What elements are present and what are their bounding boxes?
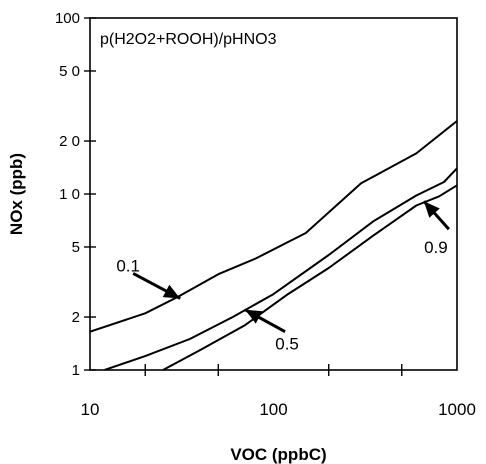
x-tick-label: 1000 [438, 400, 476, 419]
x-axis: 10 100 1000 [81, 364, 476, 419]
y-tick-label: 5 [72, 239, 80, 256]
curve-label-0.1: 0.1 [116, 256, 140, 275]
chart-title: p(H2O2+ROOH)/pHNO3 [100, 31, 277, 48]
x-tick-label: 10 [81, 400, 100, 419]
plot-area-border [89, 17, 458, 371]
curve-label-0.9: 0.9 [424, 238, 448, 257]
curve-label-0.5: 0.5 [275, 335, 299, 354]
y-tick-label: 1 0 [59, 186, 80, 203]
y-tick-label: 2 [72, 309, 80, 326]
annotation-arrow-0.5 [244, 308, 286, 334]
y-tick-label: 5 0 [59, 63, 80, 80]
annotation-arrow-0.1 [132, 272, 181, 300]
x-axis-title: VOC (ppbC) [230, 445, 326, 464]
series-line-0.9 [162, 184, 457, 370]
series-line-0.5 [104, 167, 457, 370]
y-axis: 1 2 5 1 0 2 0 5 0 100 [55, 10, 96, 379]
series-layer [90, 120, 457, 370]
y-axis-title: NOx (ppb) [7, 153, 26, 235]
y-tick-label: 2 0 [59, 133, 80, 150]
annotation-arrow-0.9 [422, 200, 451, 231]
annotation-arrows: 0.1 0.5 0.9 [116, 200, 451, 354]
y-tick-label: 1 [72, 362, 80, 379]
y-tick-label: 100 [55, 10, 80, 27]
series-line-0.1 [90, 120, 457, 333]
x-tick-label: 100 [259, 400, 287, 419]
plot-frame [89, 17, 458, 371]
